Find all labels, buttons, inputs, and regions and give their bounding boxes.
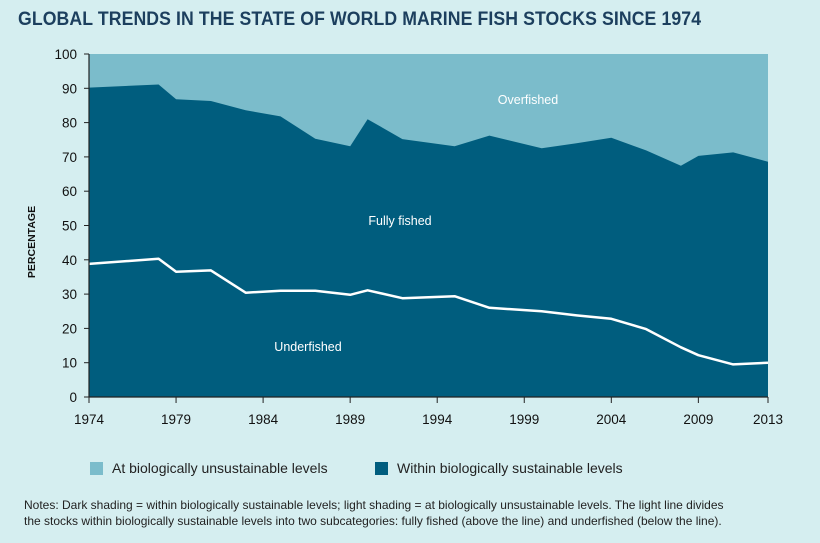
y-axis-ticks: 0 10 20 30 40 50 60 70 80 90 100 xyxy=(54,47,89,405)
y-tick-label: 80 xyxy=(62,116,77,131)
x-tick-label: 1984 xyxy=(248,412,279,427)
overfished-label: Overfished xyxy=(498,93,558,107)
y-axis-label: PERCENTAGE xyxy=(26,206,38,278)
notes-line-2: the stocks within biologically sustainab… xyxy=(24,514,722,528)
y-tick-label: 0 xyxy=(69,390,77,405)
y-tick-label: 50 xyxy=(62,219,77,234)
x-tick-label: 1994 xyxy=(422,412,453,427)
fully-underfished-divider-line xyxy=(88,257,769,366)
x-tick-label: 2013 xyxy=(753,412,783,427)
y-tick-label: 70 xyxy=(62,150,77,165)
y-tick-label: 10 xyxy=(62,356,77,371)
chart-notes: Notes: Dark shading = within biologicall… xyxy=(24,497,814,529)
legend-swatch-sustainable xyxy=(375,461,388,475)
legend-label-sustainable: Within biologically sustainable levels xyxy=(397,460,623,476)
x-axis-ticks: 1974 1979 1984 1989 1994 1999 2004 2009 2013 xyxy=(74,397,783,427)
chart-title: GLOBAL TRENDS IN THE STATE OF WORLD MARI… xyxy=(18,9,702,30)
sustainable-area xyxy=(89,84,768,397)
x-tick-label: 1974 xyxy=(74,412,105,427)
x-tick-label: 1989 xyxy=(335,412,365,427)
fully-fished-label: Fully fished xyxy=(368,214,431,228)
y-tick-label: 30 xyxy=(62,287,77,302)
legend-label-unsustainable: At biologically unsustainable levels xyxy=(112,460,328,476)
x-tick-label: 2009 xyxy=(683,412,713,427)
legend-item-unsustainable: At biologically unsustainable levels xyxy=(90,460,328,476)
legend-swatch-unsustainable xyxy=(90,461,103,475)
x-tick-label: 1979 xyxy=(161,412,191,427)
y-tick-label: 20 xyxy=(62,321,77,336)
y-tick-label: 40 xyxy=(62,253,77,268)
x-tick-label: 1999 xyxy=(509,412,539,427)
notes-line-1: Notes: Dark shading = within biologicall… xyxy=(24,498,724,512)
underfished-label: Underfished xyxy=(274,340,341,354)
x-tick-label: 2004 xyxy=(596,412,627,427)
legend-item-sustainable: Within biologically sustainable levels xyxy=(375,460,623,476)
y-tick-label: 90 xyxy=(62,81,77,96)
y-tick-label: 60 xyxy=(62,184,77,199)
y-tick-label: 100 xyxy=(54,47,77,62)
